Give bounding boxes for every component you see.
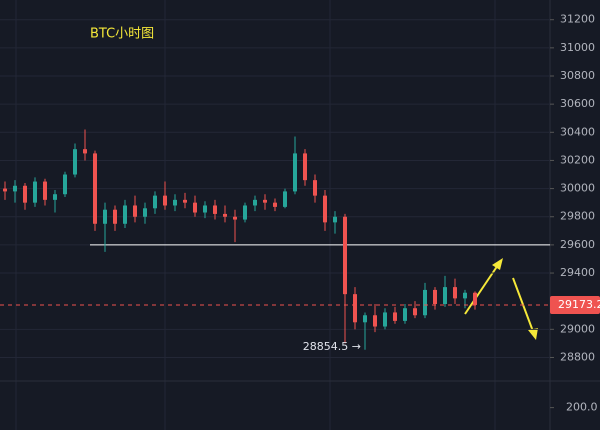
candle-body <box>123 205 127 224</box>
candle-body <box>293 153 297 192</box>
low-label: 28854.5 → <box>303 340 361 353</box>
candle-body <box>383 312 387 327</box>
candle-body <box>263 199 267 203</box>
candle-body <box>253 199 257 206</box>
candle-body <box>303 153 307 181</box>
y-tick-label: 30600 <box>560 97 595 110</box>
y-tick-label: 30800 <box>560 69 595 82</box>
candle-body <box>473 292 477 305</box>
candle-body <box>63 174 67 195</box>
last-price-badge <box>550 295 600 314</box>
candle-body <box>313 180 317 196</box>
candle-body <box>203 205 207 213</box>
candle-body <box>163 195 167 206</box>
chart-title: BTC小时图 <box>90 27 154 42</box>
candle-body <box>403 308 407 321</box>
candle-body <box>33 181 37 203</box>
candle-body <box>343 216 347 295</box>
candle-body <box>143 208 147 217</box>
candle-body <box>233 216 237 220</box>
y-tick-label: 30200 <box>560 153 595 166</box>
candle-body <box>173 199 177 206</box>
candle-body <box>113 209 117 224</box>
candle-body <box>243 205 247 220</box>
candle-body <box>213 205 217 214</box>
candle-body <box>333 216 337 223</box>
candle-body <box>453 287 457 299</box>
volume-tick-label: 200.0 <box>566 401 598 414</box>
candle-body <box>273 202 277 207</box>
arrow-head <box>492 258 503 270</box>
candle-body <box>373 315 377 327</box>
candle-body <box>93 153 97 224</box>
candle-body <box>193 202 197 213</box>
candle-body <box>283 191 287 207</box>
candle-body <box>83 149 87 154</box>
candle-body <box>73 149 77 175</box>
y-tick-label: 30000 <box>560 182 595 195</box>
y-tick-label: 31000 <box>560 41 595 54</box>
candle-body <box>423 289 427 316</box>
candle-body <box>363 315 367 323</box>
arrow <box>512 277 535 335</box>
candle-body <box>323 195 327 223</box>
candle-body <box>23 185 27 203</box>
last-price-label: 29173.2 <box>558 298 600 311</box>
candle-body <box>3 188 7 192</box>
candle-body <box>353 294 357 323</box>
y-tick-label: 29400 <box>560 266 595 279</box>
arrow <box>464 261 501 315</box>
candle-body <box>463 292 467 299</box>
candle-body <box>183 199 187 203</box>
arrow-head <box>528 328 538 340</box>
candle-body <box>133 205 137 217</box>
candle-body <box>433 289 437 304</box>
y-tick-label: 28800 <box>560 350 595 363</box>
candle-body <box>393 312 397 321</box>
candle-body <box>413 308 417 316</box>
candle-body <box>53 194 57 200</box>
candle-body <box>223 213 227 217</box>
y-tick-label: 31200 <box>560 13 595 26</box>
y-tick-label: 30400 <box>560 125 595 138</box>
candle-body <box>43 181 47 200</box>
candle-body <box>153 195 157 209</box>
y-tick-label: 29000 <box>560 322 595 335</box>
y-tick-label: 29600 <box>560 238 595 251</box>
candle-body <box>443 287 447 304</box>
candle-body <box>13 185 17 192</box>
candle-body <box>103 209 107 224</box>
annotation-arrows <box>464 258 538 340</box>
y-tick-label: 29800 <box>560 210 595 223</box>
